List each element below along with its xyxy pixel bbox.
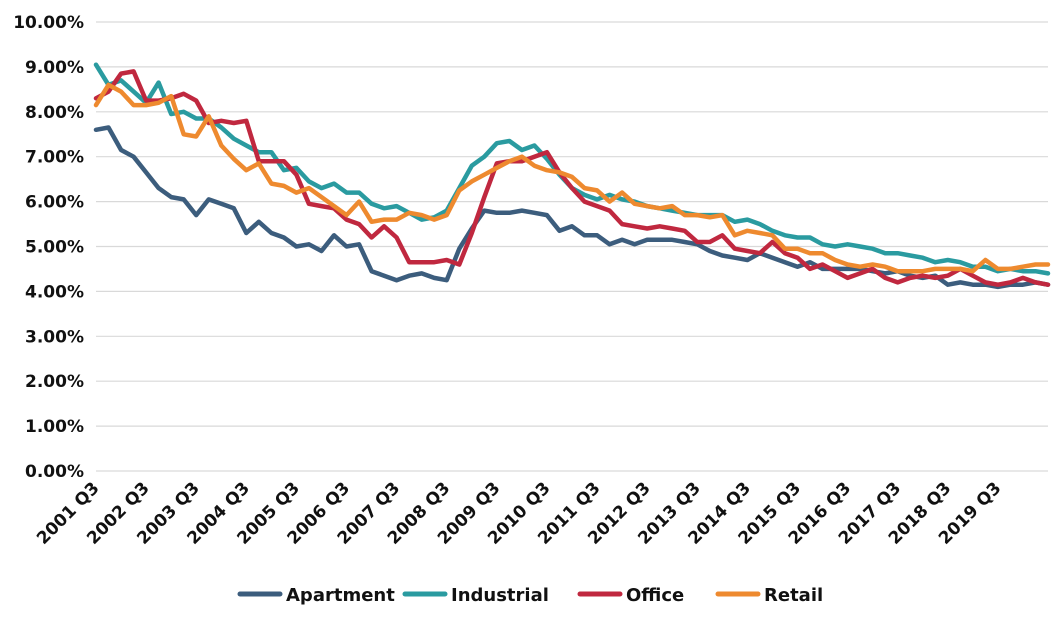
series-lines <box>93 62 1051 290</box>
y-tick-label: 7.00% <box>25 148 84 168</box>
legend-item-office: Office <box>577 585 684 606</box>
series-line-apartment <box>93 125 1051 290</box>
legend-label: Retail <box>764 585 823 606</box>
y-tick-label: 5.00% <box>25 238 84 258</box>
y-tick-label: 8.00% <box>25 103 84 123</box>
y-tick-label: 1.00% <box>25 417 84 437</box>
series-line-industrial <box>93 62 1051 276</box>
gridlines <box>96 21 1048 472</box>
y-tick-label: 0.00% <box>25 462 84 482</box>
legend: Apartment Industrial Office Retail <box>237 585 823 606</box>
y-tick-label: 9.00% <box>25 58 84 78</box>
legend-label: Apartment <box>286 585 395 606</box>
y-tick-label: 4.00% <box>25 282 84 302</box>
y-tick-label: 3.00% <box>25 327 84 347</box>
legend-item-industrial: Industrial <box>402 585 549 606</box>
y-tick-label: 2.00% <box>25 372 84 392</box>
legend-item-retail: Retail <box>715 585 823 606</box>
legend-label: Office <box>626 585 684 606</box>
y-axis: 0.00% 1.00% 2.00% 3.00% 4.00% 5.00% 6.00% 7.00%… <box>13 13 84 482</box>
legend-label: Industrial <box>451 585 549 606</box>
y-tick-label: 6.00% <box>25 193 84 213</box>
y-tick-label: 10.00% <box>13 13 84 33</box>
series-line-office <box>93 69 1051 287</box>
legend-item-apartment: Apartment <box>237 585 395 606</box>
series-line-retail <box>93 82 1051 274</box>
